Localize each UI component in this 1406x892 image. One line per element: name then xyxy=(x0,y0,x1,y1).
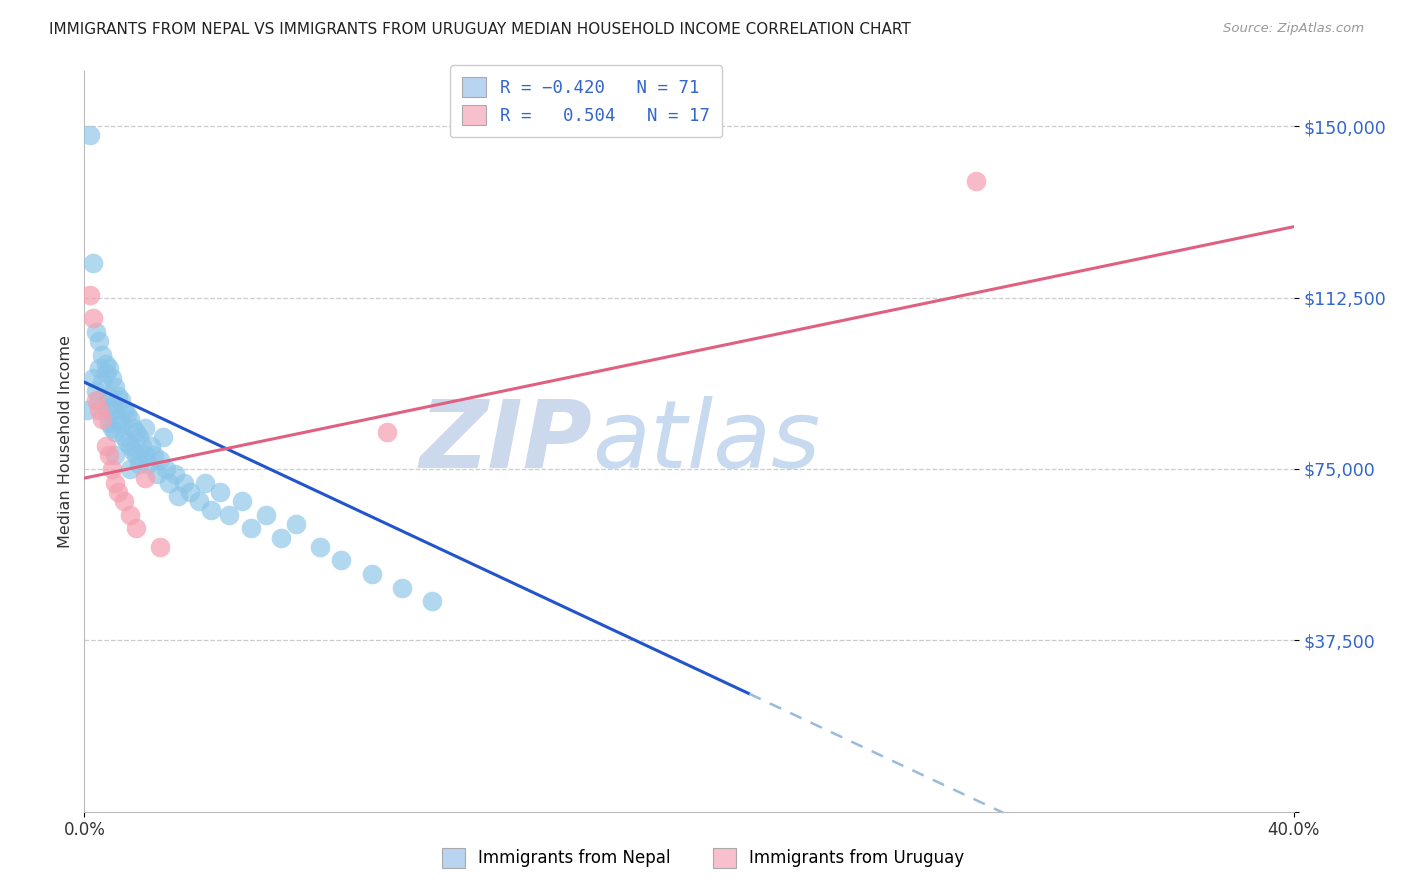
Point xyxy=(91,348,114,362)
Point xyxy=(118,508,141,522)
Point xyxy=(97,448,120,462)
Point xyxy=(330,553,353,567)
Point xyxy=(121,443,143,458)
Point xyxy=(173,475,195,490)
Point xyxy=(125,521,148,535)
Point xyxy=(128,430,150,444)
Point xyxy=(391,581,413,595)
Point xyxy=(375,425,398,440)
Point xyxy=(165,467,187,481)
Point xyxy=(100,462,122,476)
Point xyxy=(100,398,122,412)
Point xyxy=(420,594,443,608)
Point xyxy=(86,393,108,408)
Point xyxy=(89,361,111,376)
Point xyxy=(209,484,232,499)
Point xyxy=(167,489,190,503)
Point xyxy=(76,402,98,417)
Point xyxy=(82,370,104,384)
Point xyxy=(285,516,308,531)
Point xyxy=(142,448,165,462)
Point xyxy=(94,402,117,417)
Point xyxy=(107,411,129,425)
Point xyxy=(100,421,122,435)
Point xyxy=(134,471,156,485)
Point xyxy=(131,439,153,453)
Point xyxy=(118,462,141,476)
Point xyxy=(97,361,120,376)
Point xyxy=(965,174,987,188)
Text: ZIP: ZIP xyxy=(419,395,592,488)
Point xyxy=(270,531,292,545)
Point xyxy=(112,430,135,444)
Point xyxy=(200,503,222,517)
Point xyxy=(91,375,114,389)
Point xyxy=(104,448,127,462)
Point xyxy=(112,494,135,508)
Point xyxy=(125,425,148,440)
Legend: Immigrants from Nepal, Immigrants from Uruguay: Immigrants from Nepal, Immigrants from U… xyxy=(430,837,976,880)
Point xyxy=(128,458,150,472)
Point xyxy=(157,475,180,490)
Point xyxy=(188,494,211,508)
Point xyxy=(86,325,108,339)
Point xyxy=(115,407,138,421)
Text: atlas: atlas xyxy=(592,396,821,487)
Point xyxy=(79,128,101,143)
Point xyxy=(107,389,129,403)
Point xyxy=(360,567,382,582)
Point xyxy=(94,366,117,380)
Point xyxy=(239,521,262,535)
Point xyxy=(89,393,111,408)
Point xyxy=(231,494,253,508)
Point xyxy=(104,402,127,417)
Point xyxy=(112,402,135,417)
Y-axis label: Median Household Income: Median Household Income xyxy=(58,335,73,548)
Point xyxy=(134,421,156,435)
Point xyxy=(155,462,177,476)
Point xyxy=(118,411,141,425)
Point xyxy=(107,484,129,499)
Point xyxy=(94,439,117,453)
Point xyxy=(100,370,122,384)
Point xyxy=(104,475,127,490)
Point xyxy=(104,425,127,440)
Point xyxy=(146,467,169,481)
Point xyxy=(97,417,120,431)
Point xyxy=(118,439,141,453)
Point xyxy=(152,430,174,444)
Point xyxy=(121,421,143,435)
Point xyxy=(179,484,201,499)
Point xyxy=(110,417,132,431)
Point xyxy=(115,434,138,449)
Point xyxy=(218,508,240,522)
Point xyxy=(82,311,104,326)
Point xyxy=(149,452,172,467)
Point xyxy=(94,357,117,371)
Point xyxy=(309,540,332,554)
Point xyxy=(136,458,159,472)
Legend: R = −0.420   N = 71, R =   0.504   N = 17: R = −0.420 N = 71, R = 0.504 N = 17 xyxy=(450,65,723,137)
Point xyxy=(110,393,132,408)
Point xyxy=(134,448,156,462)
Point xyxy=(254,508,277,522)
Point xyxy=(91,411,114,425)
Point xyxy=(149,540,172,554)
Text: Source: ZipAtlas.com: Source: ZipAtlas.com xyxy=(1223,22,1364,36)
Point xyxy=(97,389,120,403)
Point xyxy=(139,439,162,453)
Point xyxy=(86,384,108,399)
Point xyxy=(89,334,111,348)
Point xyxy=(82,256,104,270)
Point xyxy=(104,380,127,394)
Point xyxy=(194,475,217,490)
Text: IMMIGRANTS FROM NEPAL VS IMMIGRANTS FROM URUGUAY MEDIAN HOUSEHOLD INCOME CORRELA: IMMIGRANTS FROM NEPAL VS IMMIGRANTS FROM… xyxy=(49,22,911,37)
Point xyxy=(89,402,111,417)
Point xyxy=(79,288,101,302)
Point xyxy=(125,448,148,462)
